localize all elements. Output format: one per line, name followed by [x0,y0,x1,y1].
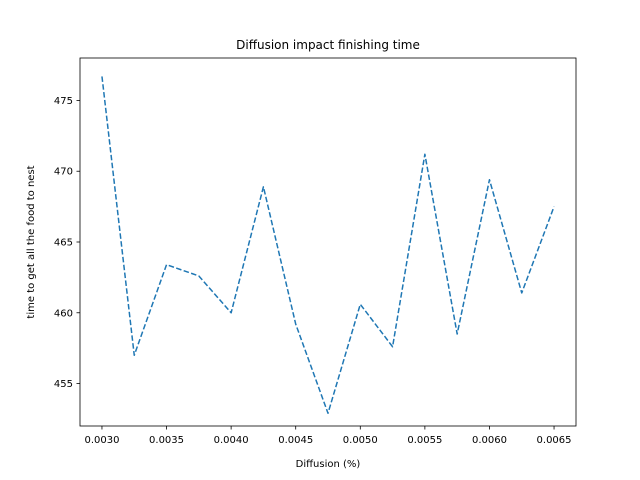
x-tick-label: 0.0065 [537,435,572,446]
x-tick-label: 0.0035 [149,435,184,446]
x-tick-label: 0.0030 [84,435,119,446]
x-tick-label: 0.0055 [407,435,442,446]
y-tick-label: 475 [54,96,73,107]
x-axis-label: Diffusion (%) [296,459,361,470]
y-tick-label: 465 [54,238,73,249]
chart-title: Diffusion impact finishing time [236,38,420,52]
series-line-0 [101,76,555,415]
y-axis-label: time to get all the food to nest [26,165,37,318]
x-tick-label: 0.0060 [472,435,507,446]
y-tick-label: 470 [54,167,73,178]
plot-area: 0.0030 0.0035 0.0040 0.0045 0.0050 0.0055 0.00… [54,57,577,446]
y-tick-label: 455 [54,379,73,390]
x-tick-label: 0.0040 [214,435,249,446]
y-tick-label: 460 [54,308,73,319]
x-tick-label: 0.0045 [278,435,313,446]
x-tick-label: 0.0050 [343,435,378,446]
